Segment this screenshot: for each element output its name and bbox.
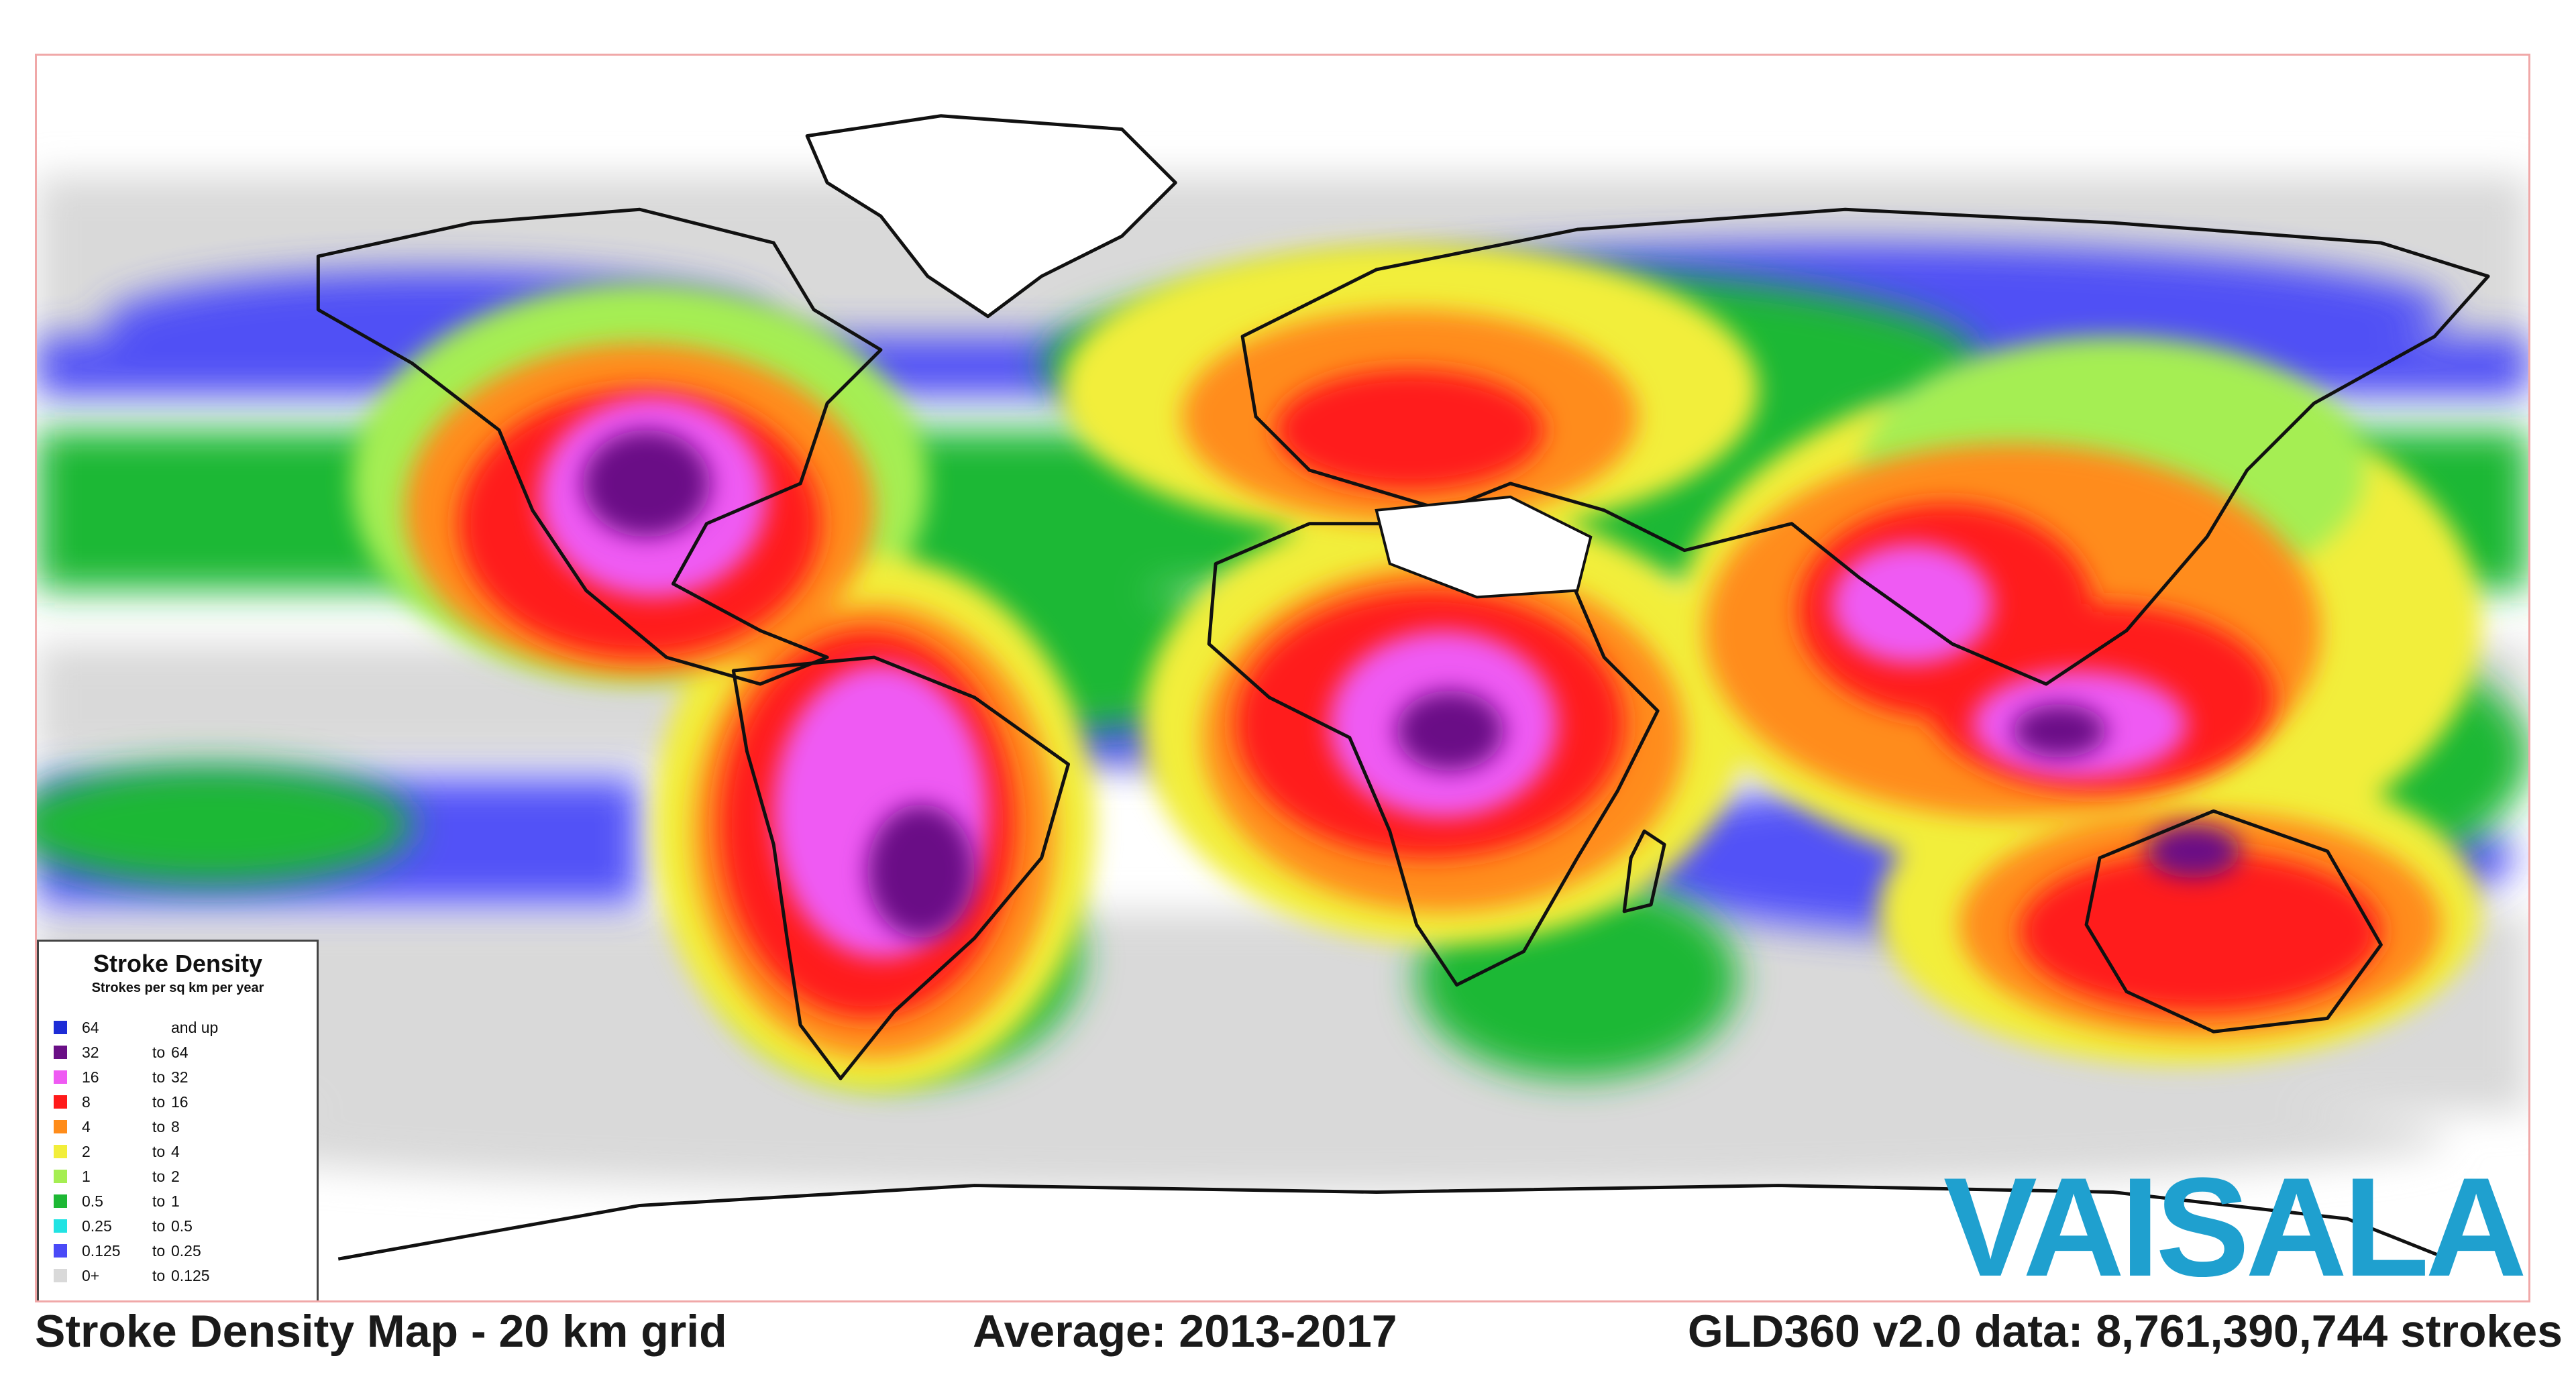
legend: Stroke Density Strokes per sq km per yea… [37,940,319,1300]
legend-swatch [54,1219,67,1233]
legend-range-from: 0+ [82,1266,100,1284]
legend-range-to: 0.5 [171,1217,193,1235]
vaisala-logo: VAISALA [1943,1148,2527,1302]
legend-subtitle: Strokes per sq km per year [91,981,264,995]
legend-range-to: 16 [171,1093,189,1111]
legend-range-to-word: to [152,1142,166,1160]
legend-range-from: 4 [82,1117,91,1135]
legend-swatch [54,1046,67,1059]
legend-range-to-word: to [152,1068,166,1086]
legend-range-from: 64 [82,1018,99,1036]
map-caption-grid: Stroke Density Map - 20 km grid [35,1306,727,1357]
australia-outline [2084,809,2383,1034]
legend-row: 16 to 32 [54,1066,189,1088]
legend-range-to: 4 [171,1142,180,1160]
legend-range-to-word: to [152,1043,166,1061]
legend-title: Stroke Density [93,950,263,977]
legend-range-from: 0.5 [82,1192,103,1210]
legend-range-to-word: to [152,1117,166,1135]
eurasia-outline [1240,207,2490,686]
purple-density-layer [582,430,2241,938]
legend-range-to-word: to [152,1093,166,1111]
legend-range-to: 64 [171,1043,189,1061]
legend-range-to: 32 [171,1068,189,1086]
legend-row: 32 to 64 [54,1042,189,1063]
legend-range-to: 1 [171,1192,180,1210]
legend-range-from: 0.125 [82,1241,121,1260]
legend-range-to-word: to [152,1192,166,1210]
sahara-low-density [1375,495,1593,599]
legend-range-to-word: to [152,1167,166,1185]
legend-row: 64 and up [54,1017,218,1038]
legend-row: 0.125 to 0.25 [54,1240,201,1262]
legend-range-to: and up [171,1018,219,1036]
continent-outlines [316,114,2490,1261]
map-caption-data-source: GLD360 v2.0 data: 8,761,390,744 strokes [1687,1306,2563,1357]
legend-row: 0.25 to 0.5 [54,1215,193,1237]
south-america-outline [731,655,1071,1080]
madagascar-outline [1622,829,1666,913]
legend-range-from: 16 [82,1068,99,1086]
legend-range-from: 0.25 [82,1217,112,1235]
legend-range-from: 1 [82,1167,91,1185]
legend-row: 1 to 2 [54,1166,180,1187]
legend-swatch [54,1095,67,1109]
legend-range-to: 8 [171,1117,180,1135]
stroke-density-map [37,56,2528,1300]
legend-row: 0+ to 0.125 [54,1265,210,1286]
legend-range-to: 0.125 [171,1266,210,1284]
legend-range-from: 8 [82,1093,91,1111]
legend-swatch [54,1021,67,1034]
legend-range-to-word: to [152,1241,166,1260]
legend-swatch [54,1244,67,1258]
legend-swatch [54,1145,67,1158]
legend-range-from: 32 [82,1043,99,1061]
legend-swatch [54,1120,67,1133]
legend-row: 8 to 16 [54,1091,189,1113]
antarctica-outline [337,1184,2449,1261]
legend-range-to: 2 [171,1167,180,1185]
legend-row: 0.5 to 1 [54,1190,180,1212]
legend-swatch [54,1170,67,1183]
greenland-outline [805,114,1177,319]
legend-range-to-word: to [152,1217,166,1235]
legend-swatch [54,1269,67,1282]
map-frame: Stroke Density Strokes per sq km per yea… [35,54,2530,1302]
legend-swatch [54,1070,67,1084]
north-america-outline [316,207,883,686]
legend-range-from: 2 [82,1142,91,1160]
legend-range-to-word: to [152,1266,166,1284]
legend-range-to: 0.25 [171,1241,201,1260]
legend-row: 2 to 4 [54,1141,180,1162]
map-caption-period: Average: 2013-2017 [973,1306,1397,1357]
legend-swatch [54,1194,67,1208]
legend-row: 4 to 8 [54,1116,180,1137]
